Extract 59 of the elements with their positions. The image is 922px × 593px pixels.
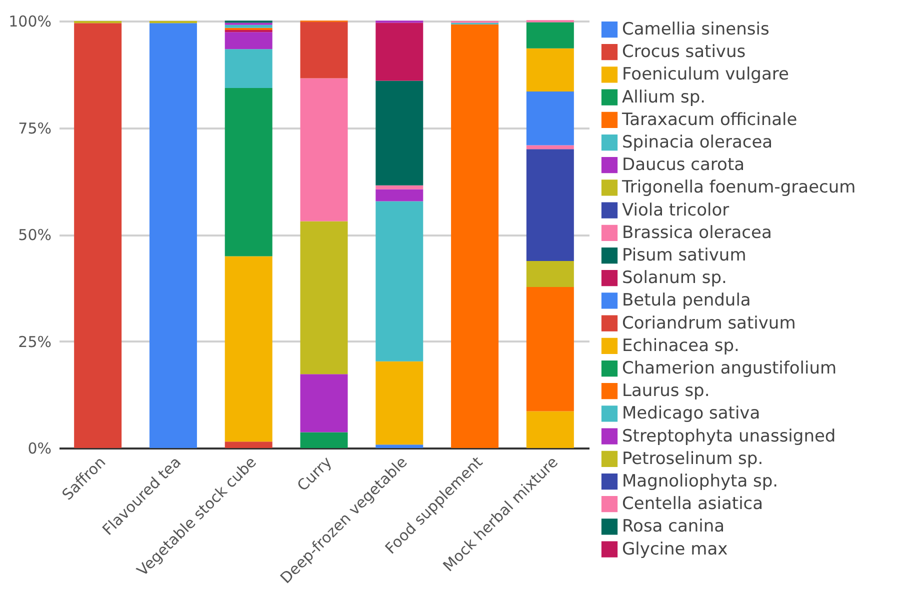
bar xyxy=(376,361,424,445)
bar xyxy=(376,22,424,81)
legend-label: Echinacea sp. xyxy=(622,336,740,356)
legend-label: Glycine max xyxy=(622,539,728,560)
bar xyxy=(526,145,574,150)
bar xyxy=(526,287,574,412)
legend-label: Centella asiatica xyxy=(622,494,764,514)
legend-label: Allium sp. xyxy=(622,87,706,108)
bar xyxy=(224,32,272,50)
legend-label: Taraxacum officinale xyxy=(621,110,798,130)
bar xyxy=(300,22,348,78)
bar xyxy=(451,24,499,448)
legend-label: Coriandrum sativum xyxy=(622,313,796,334)
y-tick-label: 75% xyxy=(18,119,52,138)
legend-label: Solanum sp. xyxy=(622,268,727,288)
bar xyxy=(526,91,574,146)
y-tick-label: 25% xyxy=(18,332,52,351)
bar xyxy=(300,221,348,374)
legend-label: Petroselinum sp. xyxy=(622,448,764,469)
bar xyxy=(224,24,272,28)
bar xyxy=(300,432,348,448)
bar xyxy=(224,256,272,442)
bar xyxy=(376,80,424,186)
bar xyxy=(74,23,122,448)
bar xyxy=(149,23,197,448)
legend-label: Brassica oleracea xyxy=(622,222,772,243)
bar xyxy=(526,149,574,261)
bar xyxy=(224,88,272,256)
legend-label: Laurus sp. xyxy=(622,381,710,402)
legend-label: Medicago sativa xyxy=(622,404,760,424)
legend-label: Spinacia oleracea xyxy=(622,132,773,152)
bar xyxy=(224,442,272,448)
bar xyxy=(376,444,424,448)
legend-label: Streptophyta unassigned xyxy=(622,426,836,446)
legend-label: Rosa canina xyxy=(622,516,725,537)
bar xyxy=(526,22,574,48)
bar xyxy=(376,189,424,202)
legend-label: Camellia sinensis xyxy=(622,20,770,40)
legend-label: Viola tricolor xyxy=(622,200,730,220)
bar xyxy=(300,78,348,222)
legend-label: Magnoliophyta sp. xyxy=(622,472,778,492)
bar xyxy=(376,185,424,190)
bar xyxy=(224,30,272,32)
legend-label: Daucus carota xyxy=(622,155,745,176)
bar xyxy=(300,374,348,432)
y-tick-label: 0% xyxy=(28,440,52,458)
bar xyxy=(526,411,574,448)
legend-label: Foeniculum vulgare xyxy=(622,64,789,85)
bar xyxy=(224,49,272,88)
bar xyxy=(376,201,424,362)
bar xyxy=(526,260,574,288)
legend-label: Chamerion angustifolium xyxy=(622,358,837,378)
bar xyxy=(526,48,574,92)
legend-label: Trigonella foenum-graecum xyxy=(621,178,856,198)
y-tick-label: 50% xyxy=(18,226,52,244)
y-tick-label: 100% xyxy=(8,12,52,30)
legend-label: Pisum sativum xyxy=(622,246,746,266)
legend-label: Betula pendula xyxy=(622,290,751,311)
legend-label: Crocus sativus xyxy=(622,42,746,62)
